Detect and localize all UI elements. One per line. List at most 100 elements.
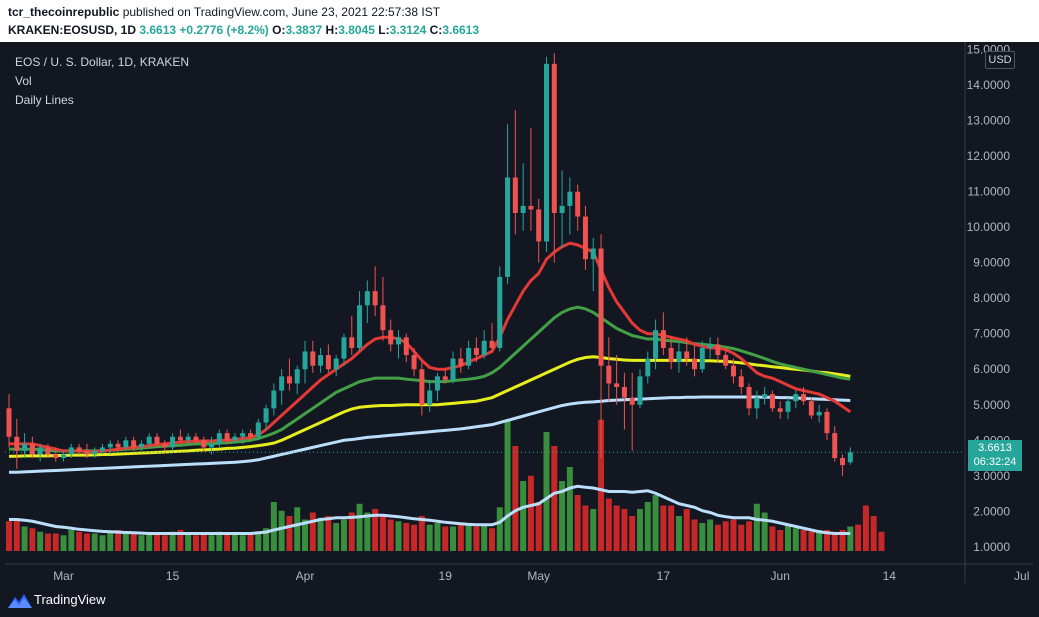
volume-bar <box>496 507 503 551</box>
candle-body <box>676 351 682 363</box>
volume-bar <box>621 509 628 551</box>
x-tick-label: May <box>527 569 550 583</box>
candle-body <box>255 422 261 437</box>
candle-body <box>785 401 791 412</box>
volume-bar <box>613 505 620 551</box>
volume-bar <box>224 533 231 551</box>
candle-body <box>730 365 736 377</box>
volume-bar <box>683 509 690 551</box>
volume-bar <box>21 526 28 551</box>
ohlc-line: KRAKEN:EOSUSD, 1D 3.6613 +0.2776 (+8.2%)… <box>8 23 479 37</box>
volume-bar <box>792 528 799 551</box>
y-tick-label: 10.0000 <box>967 220 1011 234</box>
publish-line: tcr_thecoinrepublic published on Trading… <box>8 5 440 19</box>
change-value: +0.2776 (+8.2%) <box>179 23 269 37</box>
volume-bar <box>403 523 410 551</box>
volume-bar <box>590 509 597 551</box>
candle-body <box>45 447 51 455</box>
volume-bar <box>816 530 823 551</box>
candle-body <box>271 390 277 409</box>
candle-body <box>263 408 269 423</box>
candle-body <box>76 447 82 451</box>
volume-bar <box>457 524 464 551</box>
candle-body <box>380 305 386 331</box>
volume-bar <box>263 528 270 551</box>
candle-body <box>466 347 472 366</box>
candle-body <box>536 209 542 242</box>
low-value: 3.3124 <box>389 23 427 37</box>
volume-bar <box>395 521 402 551</box>
candle-body <box>115 443 121 448</box>
candle-body <box>216 433 222 444</box>
volume-bar <box>823 530 830 551</box>
volume-bar <box>99 535 106 551</box>
y-tick-label: 12.0000 <box>967 149 1011 163</box>
candle-body <box>621 387 627 398</box>
volume-bar <box>855 524 862 551</box>
price-chart[interactable]: 1.00002.00003.00004.00005.00006.00007.00… <box>5 42 1033 583</box>
publish-info: published on TradingView.com, June 23, 2… <box>122 5 441 19</box>
volume-bar <box>761 512 768 551</box>
volume-bar <box>777 530 784 551</box>
volume-bar <box>309 512 316 551</box>
candle-body <box>427 390 433 405</box>
volume-bar <box>185 533 192 551</box>
chart-area[interactable]: 1.00002.00003.00004.00005.00006.00007.00… <box>5 42 1033 583</box>
brand-name[interactable]: TradingView <box>34 592 106 607</box>
volume-bar <box>738 524 745 551</box>
legend-daily-lines[interactable]: Daily Lines <box>15 93 74 107</box>
close-value: 3.6613 <box>442 23 480 37</box>
candle-body <box>357 305 363 348</box>
volume-bar <box>13 519 20 551</box>
volume-bar <box>302 519 309 551</box>
y-tick-label: 9.0000 <box>973 256 1010 270</box>
y-tick-label: 14.0000 <box>967 78 1011 92</box>
currency-button[interactable]: USD <box>985 51 1015 69</box>
y-tick-label: 6.0000 <box>973 362 1010 376</box>
author-name[interactable]: tcr_thecoinrepublic <box>8 5 120 19</box>
candle-body <box>318 355 324 366</box>
chart-legend: EOS / U. S. Dollar, 1D, KRAKEN Vol Daily… <box>15 53 189 110</box>
candle-body <box>801 394 807 402</box>
candle-body <box>138 443 144 448</box>
volume-bar <box>450 526 457 551</box>
legend-vol[interactable]: Vol <box>15 74 32 88</box>
candle-body <box>53 454 59 459</box>
volume-bar <box>138 535 145 551</box>
candle-body <box>653 330 659 359</box>
candle-body <box>544 63 550 242</box>
volume-bar <box>668 505 675 551</box>
x-tick-label: 17 <box>657 569 671 583</box>
volume-bar <box>559 481 566 551</box>
candle-body <box>520 205 526 213</box>
volume-bar <box>878 531 885 551</box>
tradingview-logo-icon[interactable] <box>8 592 32 608</box>
volume-bar <box>699 523 706 551</box>
volume-bar <box>543 432 550 551</box>
x-tick-label: Jul <box>1014 569 1029 583</box>
candle-body <box>92 450 98 455</box>
volume-bar <box>130 533 137 551</box>
volume-bar <box>37 531 44 551</box>
candle-body <box>723 355 729 366</box>
candle-body <box>637 376 643 405</box>
volume-bar <box>566 467 573 551</box>
volume-bar <box>527 475 534 551</box>
candle-body <box>629 397 635 405</box>
volume-bar <box>707 519 714 551</box>
candle-body <box>505 177 511 277</box>
candle-body <box>840 458 846 466</box>
candle-body <box>832 433 838 459</box>
volume-bar <box>255 531 262 551</box>
volume-bar <box>465 523 472 551</box>
ema-mid-line <box>9 305 851 453</box>
volume-bar <box>574 495 581 551</box>
volume-bar <box>473 526 480 551</box>
volume-bar <box>675 516 682 551</box>
candle-body <box>325 355 331 370</box>
volume-bar <box>769 526 776 551</box>
volume-bar <box>192 535 199 551</box>
volume-bar <box>68 530 75 551</box>
volume-bar <box>411 524 418 551</box>
candle-body <box>847 452 853 463</box>
